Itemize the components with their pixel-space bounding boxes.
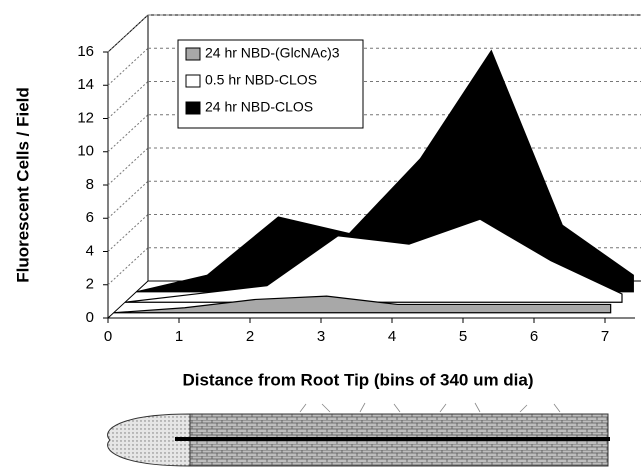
grid-line bbox=[107, 14, 149, 53]
y-tick-label: 8 bbox=[86, 176, 94, 193]
grid-line bbox=[107, 47, 149, 86]
legend-label: 24 hr NBD-(GlcNAc)3 bbox=[205, 45, 340, 61]
legend-box bbox=[177, 39, 364, 129]
legend-swatch bbox=[185, 101, 201, 115]
x-tick-label: 5 bbox=[459, 328, 467, 345]
left-wall bbox=[107, 14, 149, 318]
legend-swatch bbox=[185, 74, 201, 88]
x-tick-label: 4 bbox=[388, 328, 396, 345]
legend-swatch bbox=[185, 47, 201, 61]
x-tick-label: 2 bbox=[246, 328, 254, 345]
x-tick-label: 6 bbox=[530, 328, 538, 345]
y-tick-label: 12 bbox=[77, 109, 94, 126]
area bbox=[113, 295, 612, 314]
x-axis-label: Distance from Root Tip (bins of 340 um d… bbox=[182, 370, 533, 389]
legend-label: 0.5 hr NBD-CLOS bbox=[205, 72, 317, 88]
x-tick-label: 0 bbox=[104, 328, 112, 345]
grid-line bbox=[107, 81, 149, 119]
grid-line bbox=[107, 180, 149, 219]
grid-line bbox=[107, 214, 149, 252]
y-tick-label: 0 bbox=[86, 309, 94, 326]
y-tick-label: 16 bbox=[77, 43, 94, 60]
y-axis-label: Fluorescent Cells / Field bbox=[13, 87, 32, 283]
x-tick-label: 3 bbox=[317, 328, 325, 345]
y-tick-label: 2 bbox=[86, 276, 94, 293]
y-tick-label: 4 bbox=[86, 242, 94, 259]
y-tick-label: 14 bbox=[77, 76, 94, 93]
x-tick-label: 1 bbox=[175, 328, 183, 345]
legend: 24 hr NBD-(GlcNAc)3 0.5 hr NBD-CLOS 24 hr … bbox=[177, 39, 364, 129]
y-tick-label: 10 bbox=[77, 143, 94, 160]
grid-line bbox=[107, 147, 149, 186]
grid-line bbox=[107, 114, 149, 153]
legend-label: 24 hr NBD-CLOS bbox=[205, 99, 313, 115]
root-diagram bbox=[107, 402, 610, 467]
area bbox=[124, 218, 623, 303]
area bbox=[136, 49, 634, 293]
grid-line bbox=[107, 247, 149, 286]
x-tick-label: 7 bbox=[601, 328, 609, 345]
y-tick-label: 6 bbox=[86, 209, 94, 226]
